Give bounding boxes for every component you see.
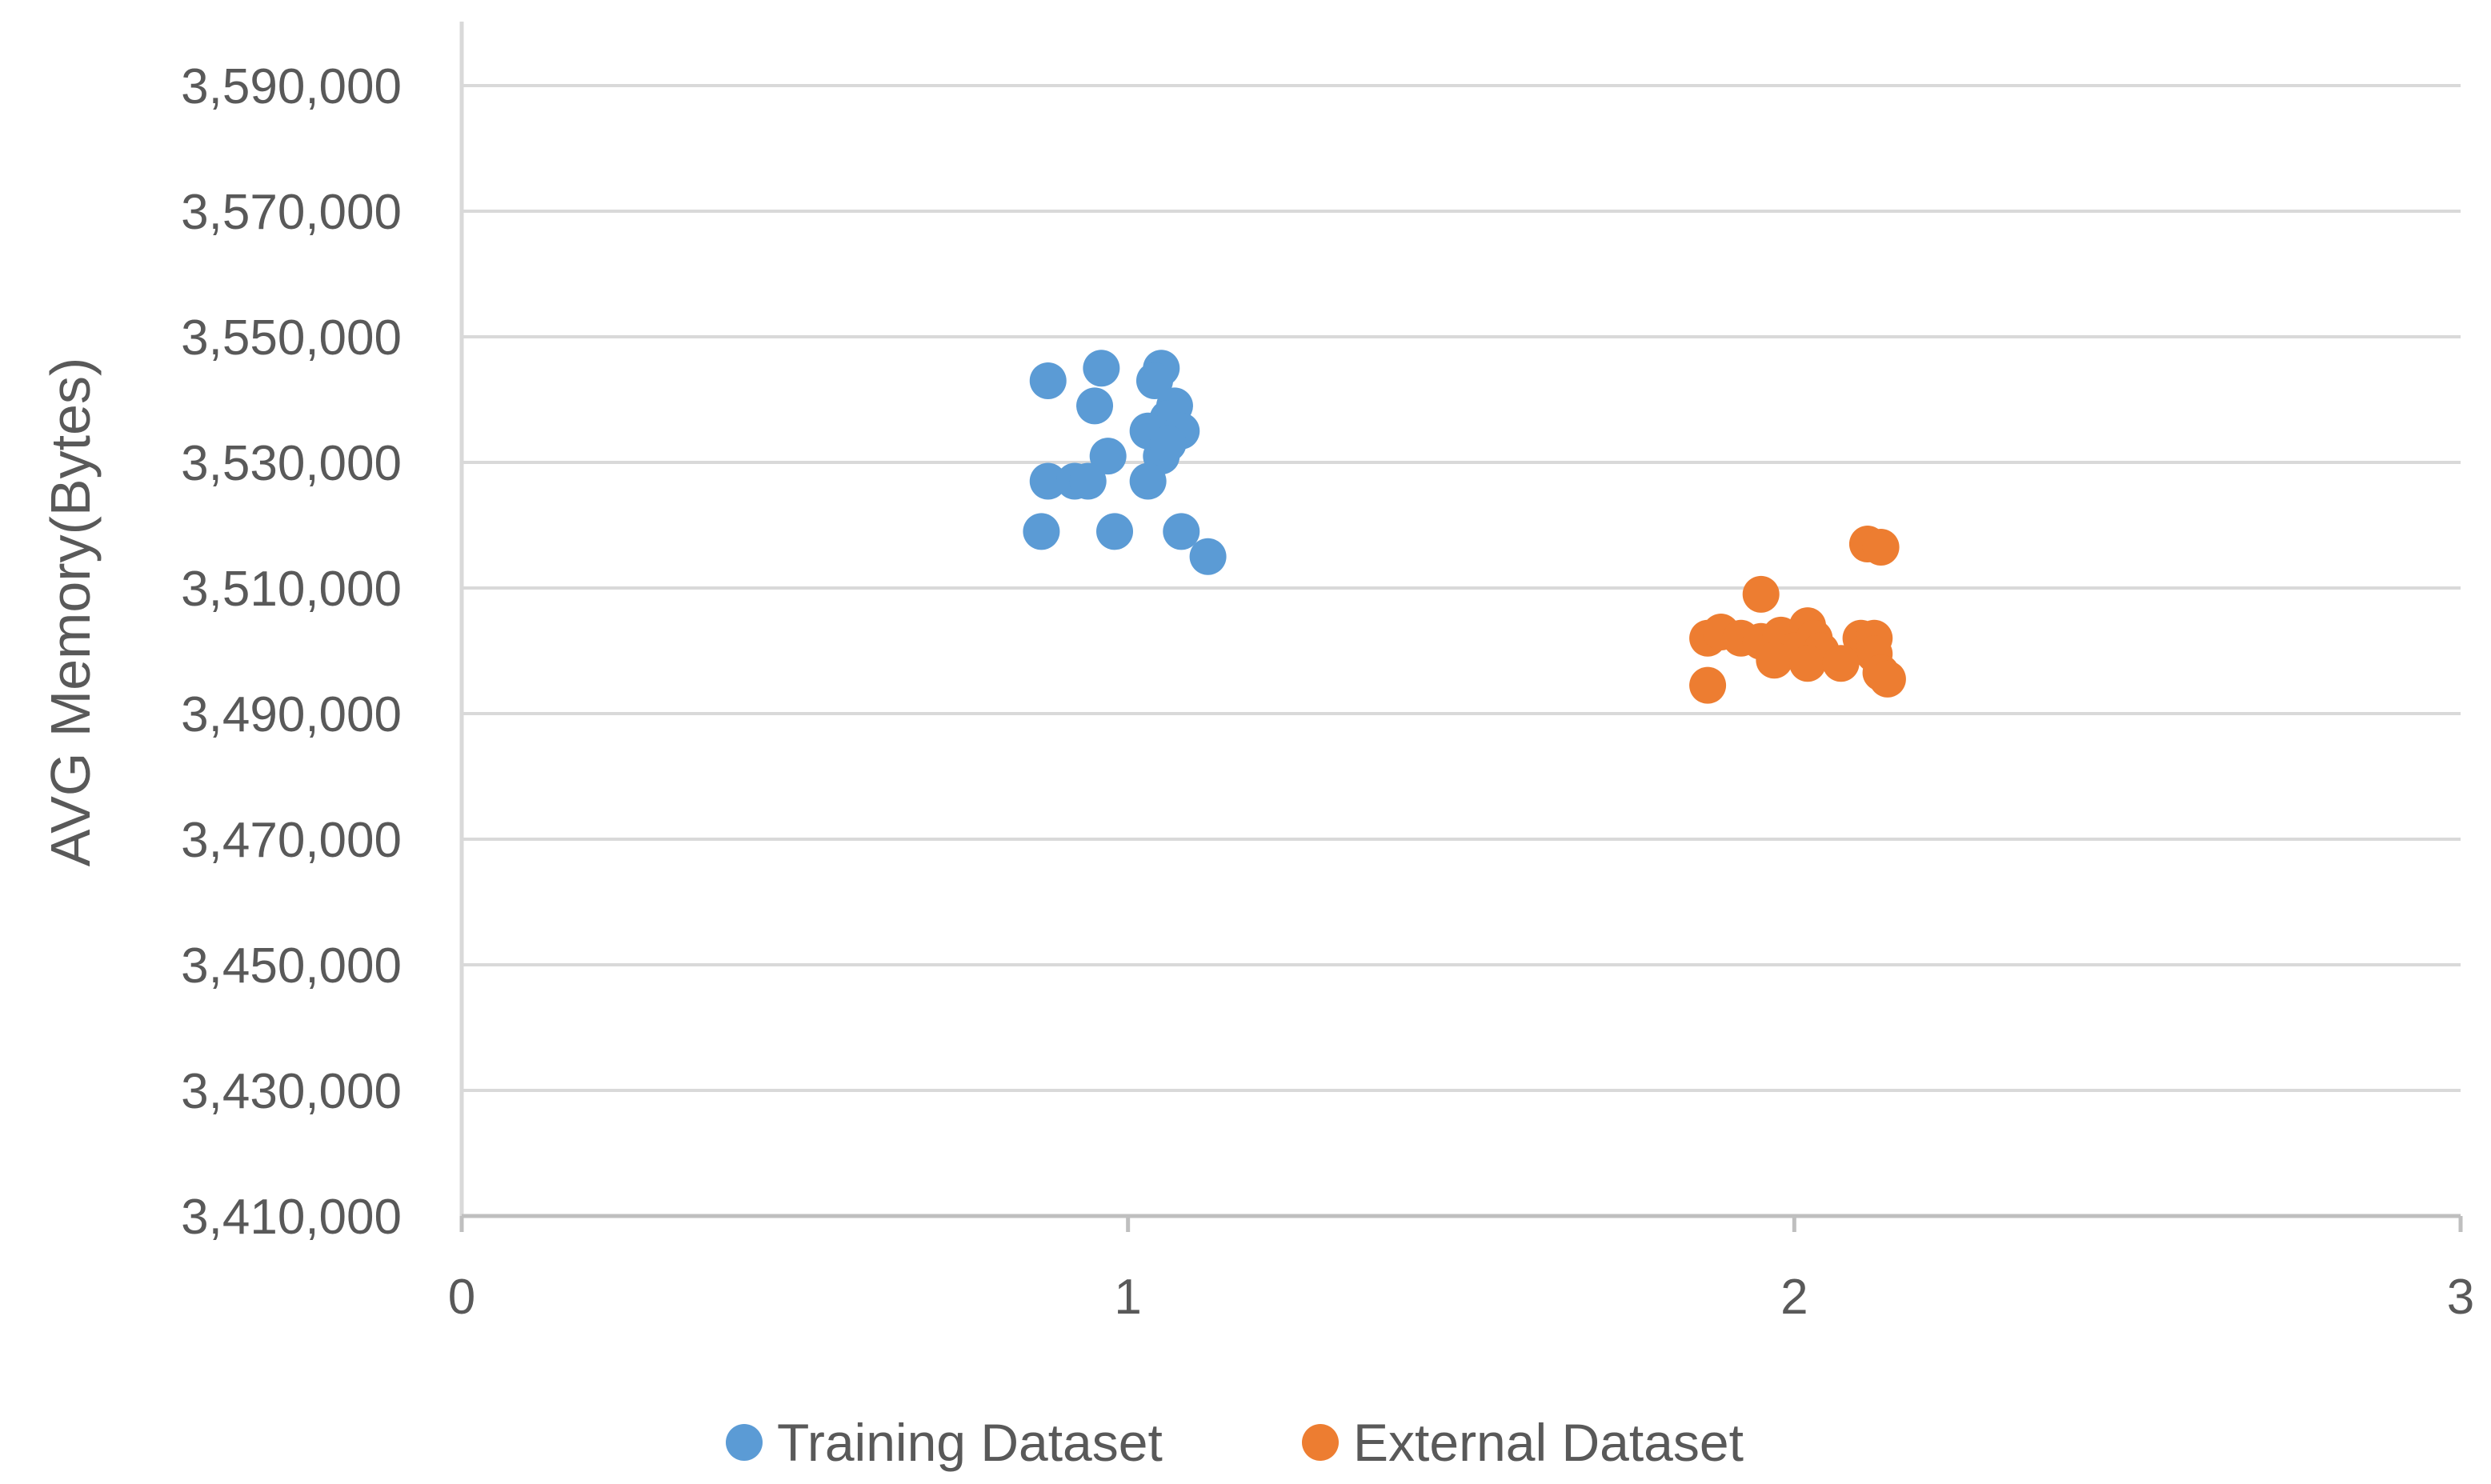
x-tick-label: 1 [1114, 1270, 1141, 1325]
y-axis-label: AVG Memory(Bytes) [39, 358, 102, 867]
x-tick-labels: 0 1 2 3 [448, 1270, 2474, 1325]
y-tick-label: 3,590,000 [181, 59, 402, 114]
x-tick-label: 0 [448, 1270, 475, 1325]
data-point [1096, 513, 1134, 550]
data-point [1788, 645, 1826, 682]
data-point [1163, 513, 1200, 550]
data-point [1189, 538, 1227, 575]
legend-marker [726, 1424, 763, 1461]
data-point [1742, 575, 1780, 613]
gridlines [462, 84, 2461, 1092]
data-point [1083, 350, 1120, 387]
x-tick-marks [459, 1216, 2463, 1232]
legend-marker [1302, 1424, 1339, 1461]
y-tick-label: 3,510,000 [181, 562, 402, 617]
data-point [1029, 362, 1067, 399]
y-tick-label: 3,450,000 [181, 938, 402, 994]
data-point [1689, 666, 1727, 704]
legend: Training Dataset External Dataset [726, 1413, 1744, 1472]
data-point [1822, 645, 1860, 682]
data-points [1023, 350, 1906, 704]
x-tick-label: 2 [1780, 1270, 1808, 1325]
data-point [1756, 642, 1793, 679]
series-2-points [1689, 526, 1906, 704]
data-point [1069, 462, 1107, 500]
y-tick-label: 3,470,000 [181, 813, 402, 868]
data-point [1868, 660, 1906, 698]
y-tick-label: 3,430,000 [181, 1064, 402, 1119]
data-point [1129, 462, 1167, 500]
series-1-points [1023, 350, 1227, 575]
data-point [1076, 387, 1114, 425]
data-point [1023, 513, 1060, 550]
data-point [1149, 425, 1187, 462]
y-tick-label: 3,550,000 [181, 310, 402, 366]
x-tick-label: 3 [2447, 1270, 2474, 1325]
y-tick-label: 3,410,000 [181, 1190, 402, 1245]
y-tick-label: 3,570,000 [181, 185, 402, 240]
y-tick-label: 3,530,000 [181, 436, 402, 491]
legend-label: External Dataset [1353, 1413, 1744, 1472]
y-tick-label: 3,490,000 [181, 687, 402, 742]
data-point [1089, 438, 1127, 475]
data-point [1862, 528, 1900, 566]
data-point [1029, 462, 1067, 500]
y-tick-labels: 3,410,000 3,430,000 3,450,000 3,470,000 3,49… [181, 59, 402, 1245]
data-point [1135, 362, 1173, 399]
legend-label: Training Dataset [777, 1413, 1163, 1472]
